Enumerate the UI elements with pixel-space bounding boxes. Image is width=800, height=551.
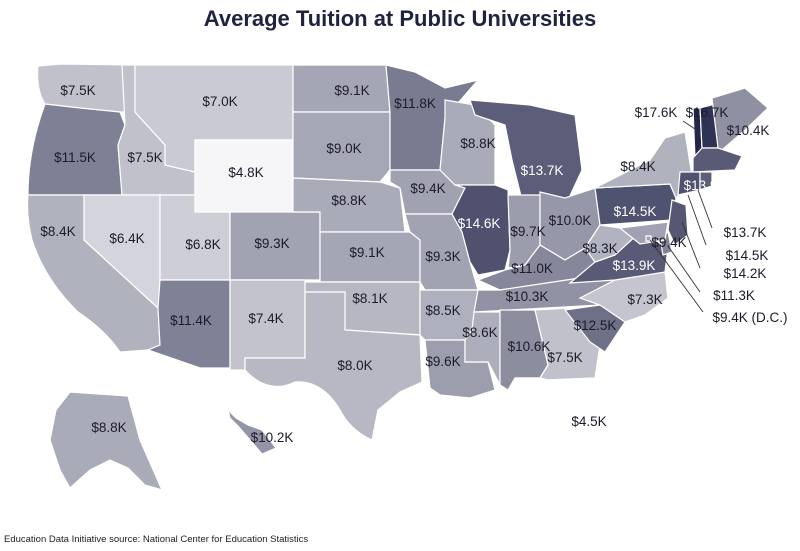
label-ok: $8.1K (352, 291, 387, 306)
state-shapes (26, 63, 769, 491)
label-mn: $11.8K (394, 96, 436, 111)
label-de: $11.3K (713, 288, 755, 303)
label-dc: $9.4K (D.C.) (712, 310, 787, 325)
state-nj[interactable] (667, 199, 689, 246)
state-ri[interactable] (699, 171, 713, 191)
label-ky: $11.0K (511, 261, 553, 276)
state-ak[interactable] (49, 391, 164, 491)
label-ri: $13.7K (724, 225, 767, 240)
label-al: $10.6K (508, 339, 551, 354)
label-ny: $8.4K (620, 159, 655, 174)
label-sd: $9.0K (326, 141, 361, 156)
label-nm: $7.4K (248, 311, 283, 326)
state-value-labels: $7.5K $11.5K $8.4K $7.5K $6.4K $7.0K $4.8K $6.8… (40, 83, 787, 445)
label-nv: $6.4K (109, 231, 144, 246)
label-ar: $8.5K (425, 303, 460, 318)
label-sc: $12.5K (574, 318, 617, 333)
state-il[interactable] (451, 184, 511, 276)
label-ut: $6.8K (185, 237, 220, 252)
state-sd[interactable] (292, 111, 391, 183)
callout-leader-lines (649, 120, 713, 313)
label-ct: $14.5K (726, 248, 769, 263)
label-nj: $14.2K (724, 266, 767, 281)
label-in: $9.7K (510, 224, 545, 239)
label-wi: $8.8K (460, 136, 495, 151)
label-ca: $8.4K (40, 224, 75, 239)
label-vt: $17.6K (635, 105, 678, 120)
label-la: $9.6K (425, 354, 460, 369)
label-nd: $9.1K (334, 83, 369, 98)
label-nh: $16.7K (686, 105, 729, 120)
label-ia: $9.4K (410, 181, 445, 196)
state-md[interactable] (618, 221, 669, 245)
source-note: Education Data Initiative source: Nation… (4, 534, 309, 545)
state-fl[interactable] (514, 377, 619, 469)
state-hi[interactable] (226, 408, 277, 455)
map-title: Average Tuition at Public Universities (203, 6, 597, 31)
label-ga: $7.5K (547, 350, 582, 365)
label-ak: $8.8K (91, 420, 126, 435)
label-wa: $7.5K (60, 83, 95, 98)
label-az: $11.4K (170, 313, 212, 328)
label-hi: $10.2K (251, 430, 294, 445)
state-ma[interactable] (692, 147, 743, 173)
state-ca[interactable] (26, 194, 161, 353)
label-nc: $7.3K (627, 292, 662, 307)
label-me: $10.4K (727, 123, 770, 138)
label-mt: $7.0K (202, 94, 237, 109)
label-tn: $10.3K (506, 289, 549, 304)
label-ne: $8.8K (331, 193, 366, 208)
label-ms: $8.6K (462, 325, 497, 340)
label-id: $7.5K (127, 150, 162, 165)
label-va: $13.9K (613, 258, 656, 273)
label-co: $9.3K (254, 236, 289, 251)
label-mi: $13.7K (521, 163, 564, 178)
label-wv: $8.3K (582, 241, 617, 256)
label-fl: $4.5K (571, 414, 606, 429)
label-md: $9.4K (651, 235, 686, 250)
label-ma: $13.9K (684, 178, 727, 193)
label-il: $14.6K (458, 216, 501, 231)
label-ks: $9.1K (349, 245, 384, 260)
label-or: $11.5K (54, 150, 96, 165)
label-mo: $9.3K (425, 249, 460, 264)
label-pa: $14.5K (614, 204, 657, 219)
state-tx[interactable] (244, 291, 423, 441)
label-wy: $4.8K (228, 165, 263, 180)
state-ny[interactable] (594, 131, 694, 200)
label-oh: $10.0K (549, 213, 592, 228)
state-sc[interactable] (563, 304, 626, 353)
label-tx: $8.0K (337, 358, 372, 373)
